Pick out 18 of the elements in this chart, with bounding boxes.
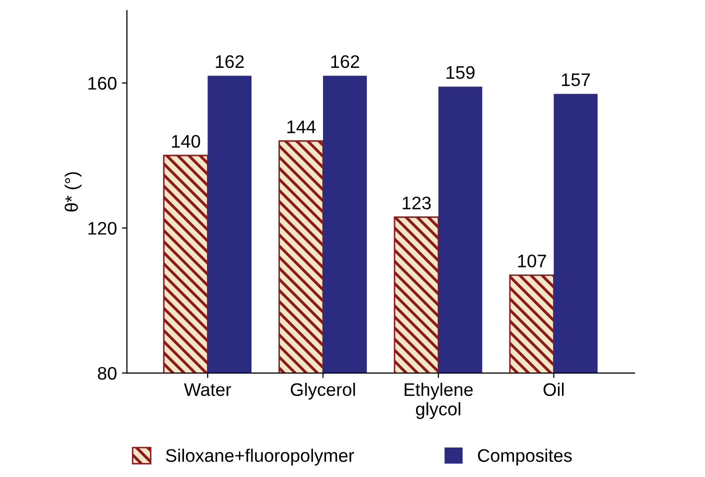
- data-label: 159: [446, 66, 475, 79]
- data-label: 157: [562, 74, 590, 86]
- x-tick-label: Ethylene glycol: [404, 382, 473, 420]
- data-label: 107: [518, 254, 546, 268]
- y-tick-label: 120: [88, 222, 116, 235]
- data-label: 123: [402, 196, 431, 210]
- x-tick-label: Oil: [544, 382, 564, 396]
- x-tick-label: Glycerol: [290, 382, 355, 400]
- legend-label: Siloxane+fluoropolymer: [166, 448, 354, 466]
- y-tick-label: 80: [98, 366, 116, 380]
- y-tick-label: 160: [88, 76, 116, 90]
- x-tick-label: Water: [184, 383, 232, 396]
- y-axis-title: θ* (°): [64, 172, 82, 212]
- data-label: 144: [287, 120, 316, 134]
- data-label: 140: [172, 134, 200, 148]
- data-label: 162: [216, 55, 244, 68]
- data-label: 162: [331, 55, 360, 68]
- legend-label: Composites: [478, 448, 572, 466]
